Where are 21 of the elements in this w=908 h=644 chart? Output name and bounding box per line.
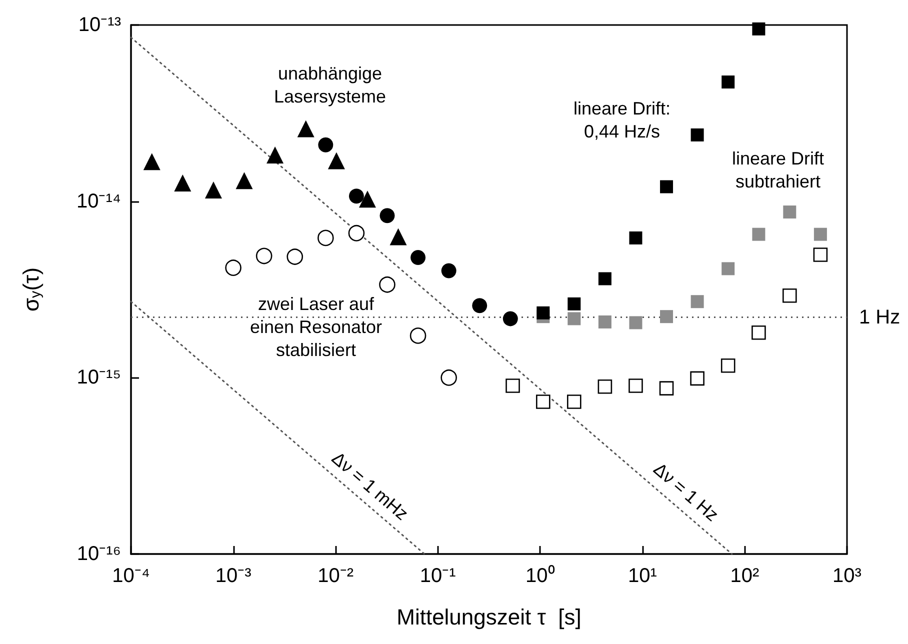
x-tick-label: 10⁻³ bbox=[215, 565, 252, 587]
x-tick-label: 10⁻² bbox=[318, 565, 354, 587]
x-axis-title: Mittelungszeit τ [s] bbox=[396, 604, 582, 630]
annotation: Δν = 1 Hz bbox=[650, 458, 722, 526]
annotation: zwei Laser auf einen Resonator stabilisiert bbox=[250, 294, 382, 360]
y-axis-title: σy(τ) bbox=[18, 267, 44, 312]
annotation: lineare Drift subtrahiert bbox=[732, 148, 824, 192]
annotation: Δν = 1 mHz bbox=[328, 448, 412, 524]
y-tick-label: 10⁻¹⁶ bbox=[76, 543, 121, 565]
x-tick-label: 10² bbox=[730, 565, 760, 587]
y-tick-label: 10⁻¹⁵ bbox=[76, 366, 121, 389]
annotation: lineare Drift: 0,44 Hz/s bbox=[573, 98, 671, 142]
x-tick-label: 10³ bbox=[832, 565, 862, 587]
x-tick-label: 10⁻⁴ bbox=[112, 565, 150, 587]
annotation: unabhängige Lasersysteme bbox=[274, 64, 386, 106]
y-tick-label: 10⁻¹³ bbox=[78, 14, 122, 36]
y-tick-label: 10⁻¹⁴ bbox=[76, 190, 121, 212]
x-tick-label: 10⁻¹ bbox=[420, 565, 456, 587]
ref-line-label: 1 Hz bbox=[859, 306, 900, 328]
x-tick-label: 10¹ bbox=[628, 565, 658, 587]
x-tick-label: 10⁰ bbox=[526, 564, 555, 587]
